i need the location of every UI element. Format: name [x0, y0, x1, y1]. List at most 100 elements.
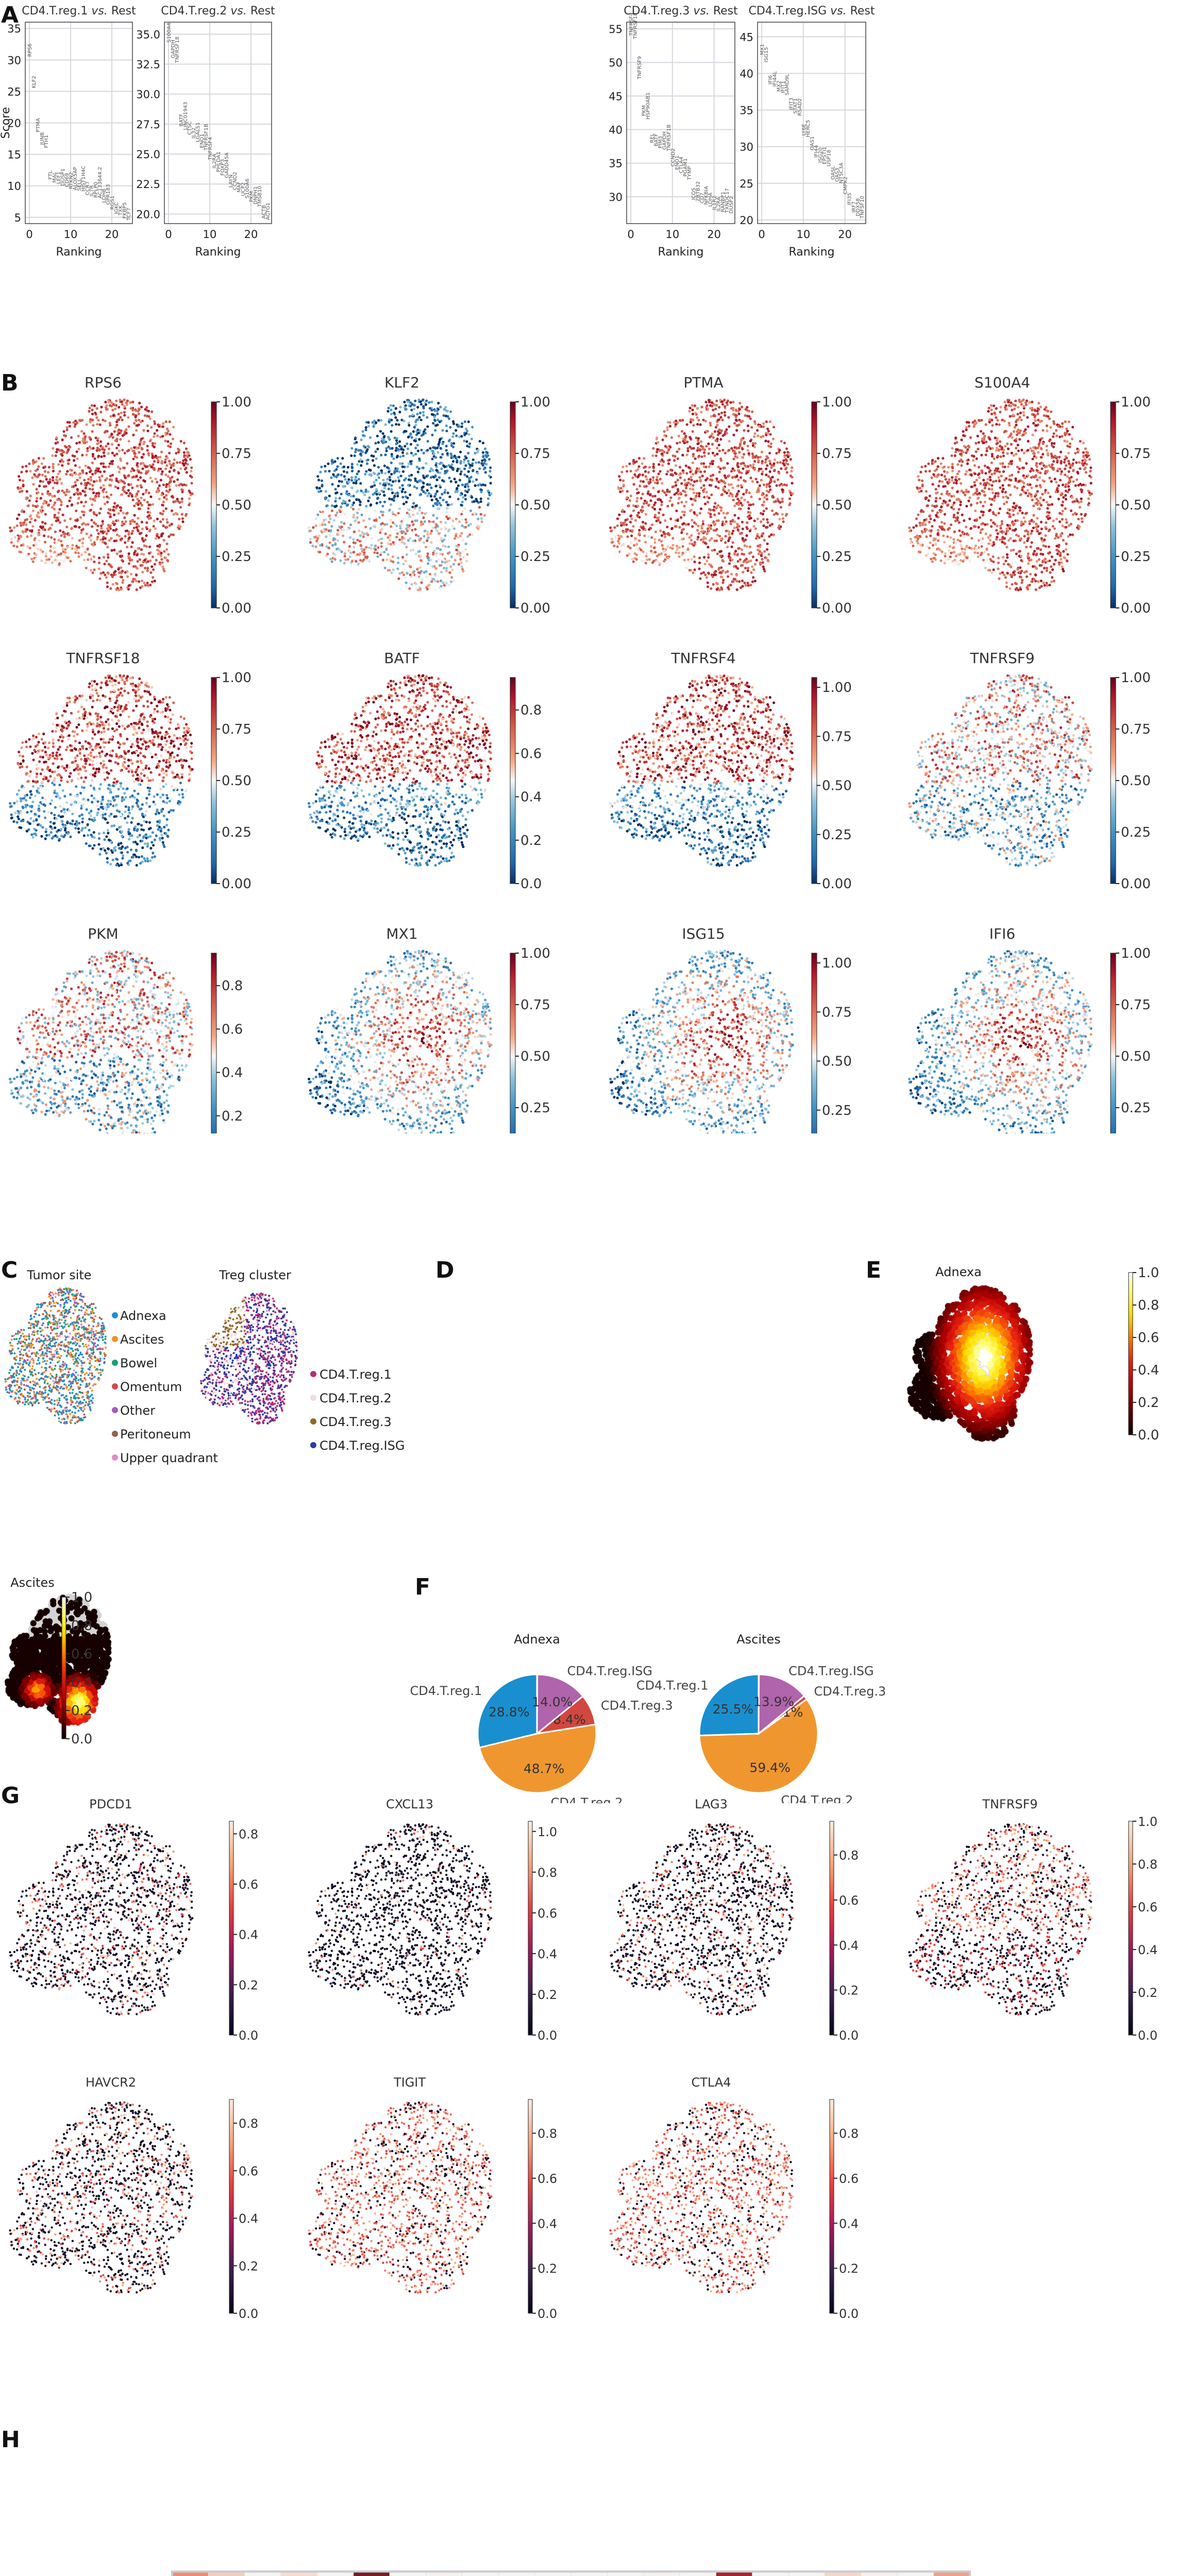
cell-point	[745, 491, 748, 494]
cell-point	[1014, 477, 1017, 480]
cell-point	[74, 551, 77, 554]
cell-point	[182, 451, 186, 454]
cell-point	[423, 476, 426, 479]
cell-point	[347, 481, 350, 484]
cell-point	[659, 508, 662, 511]
cell-point	[409, 549, 412, 552]
cell-point	[418, 538, 421, 541]
cell-point	[147, 507, 150, 510]
cell-point	[788, 497, 792, 500]
cell-point	[731, 541, 734, 544]
cell-point	[130, 532, 133, 535]
cell-point	[694, 499, 697, 502]
cell-point	[408, 415, 411, 418]
cell-point	[414, 552, 417, 555]
cell-point	[984, 566, 987, 569]
cell-point	[76, 502, 79, 505]
cell-point	[402, 502, 406, 505]
cell-point	[691, 409, 694, 412]
x-tick-label: 20	[244, 228, 258, 241]
cell-point	[106, 585, 109, 588]
cell-point	[396, 454, 399, 457]
cell-point	[430, 486, 433, 489]
cell-point	[665, 494, 668, 497]
cell-point	[166, 456, 169, 460]
cell-point	[653, 495, 657, 498]
cell-point	[460, 565, 463, 568]
cell-point	[152, 463, 155, 466]
cell-point	[1009, 415, 1012, 418]
cell-point	[166, 440, 170, 443]
cell-point	[368, 436, 372, 439]
cell-point	[456, 487, 459, 490]
cell-point	[110, 404, 113, 408]
cell-point	[779, 461, 782, 464]
gene-label: PKM	[249, 191, 255, 202]
colorbar-tick-label: 0.00	[222, 601, 251, 616]
cell-point	[678, 526, 681, 529]
cell-point	[617, 542, 621, 545]
cell-point	[426, 416, 429, 419]
cell-point	[145, 521, 148, 524]
cell-point	[387, 406, 390, 410]
cell-point	[149, 495, 153, 498]
cell-point	[115, 504, 119, 507]
cell-point	[735, 409, 738, 412]
cell-point	[389, 543, 393, 546]
cell-point	[120, 506, 123, 510]
cell-point	[728, 552, 731, 555]
cell-point	[136, 528, 139, 531]
cell-point	[177, 524, 180, 527]
cell-point	[1060, 557, 1063, 561]
cell-point	[710, 537, 713, 540]
cell-point	[132, 457, 135, 461]
gene-label: TMSB10	[257, 186, 263, 208]
cell-point	[464, 464, 467, 467]
cell-point	[481, 464, 484, 467]
cell-point	[164, 556, 167, 560]
cell-point	[53, 507, 56, 511]
cell-point	[168, 470, 171, 473]
cell-point	[698, 495, 701, 498]
cell-point	[414, 452, 417, 455]
cell-point	[77, 434, 80, 437]
cell-point	[456, 552, 459, 555]
cell-point	[718, 470, 721, 473]
cell-point	[463, 467, 466, 470]
cell-point	[639, 480, 643, 483]
cell-point	[91, 412, 94, 416]
cell-point	[694, 496, 697, 499]
cell-point	[16, 486, 20, 489]
cell-point	[956, 511, 960, 515]
cell-point	[767, 560, 770, 563]
cell-point	[97, 454, 100, 457]
cell-point	[715, 588, 718, 591]
cell-point	[434, 429, 437, 432]
cell-point	[655, 519, 658, 522]
cell-point	[359, 503, 362, 506]
cell-point	[666, 546, 669, 549]
cell-point	[973, 464, 977, 467]
cell-point	[689, 470, 692, 473]
cell-point	[353, 454, 356, 457]
cell-point	[153, 420, 156, 423]
cell-point	[402, 573, 406, 577]
cell-point	[316, 513, 320, 516]
cell-point	[318, 524, 322, 527]
cell-point	[1050, 480, 1053, 483]
cell-point	[699, 480, 702, 483]
cell-point	[69, 517, 72, 520]
cell-point	[977, 441, 980, 444]
cell-point	[1030, 558, 1033, 562]
cell-point	[915, 524, 918, 528]
cell-point	[111, 509, 115, 512]
cell-point	[110, 537, 113, 540]
title-rest: Rest	[247, 5, 275, 18]
cell-point	[728, 449, 731, 452]
cell-point	[173, 458, 176, 461]
cell-point	[89, 509, 92, 512]
cell-point	[462, 461, 465, 464]
cell-point	[404, 532, 407, 535]
cell-point	[115, 588, 118, 591]
gene-label: LGALS1	[195, 122, 201, 142]
